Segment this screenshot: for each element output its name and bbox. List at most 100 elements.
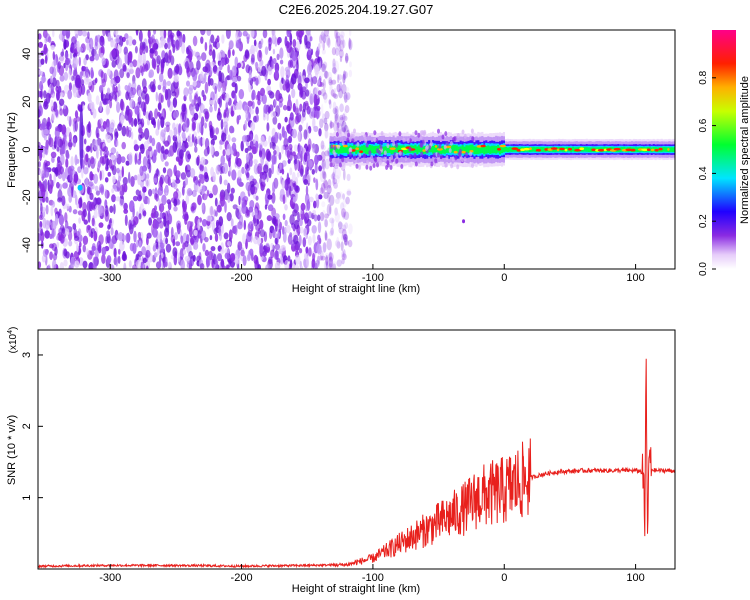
heatmap-noise-cell	[309, 93, 314, 105]
heatmap-scatter-cell	[402, 137, 406, 143]
heatmap-noise-cell	[134, 105, 140, 115]
heatmap-noise-cell	[164, 161, 169, 167]
colorbar-tick-label: 0.0	[698, 262, 709, 276]
heatmap-noise-cell	[163, 30, 167, 39]
heatmap-noise-cell	[175, 178, 181, 184]
colorbar: 0.0 0.2 0.4 0.6 0.8 Normalized spectral ampl…	[698, 30, 750, 276]
heatmap-noise-cell	[153, 58, 157, 70]
heatmap-noise-cell	[116, 101, 121, 113]
heatmap-noise-cell	[156, 141, 162, 153]
heatmap-noise-cell	[155, 220, 159, 230]
y-tick-label: 0	[21, 146, 33, 152]
heatmap-noise-cell	[167, 213, 172, 225]
heatmap-noise-cell	[247, 100, 253, 107]
heatmap-noise-cell	[185, 177, 188, 186]
heatmap-noise-cell	[319, 187, 324, 195]
heatmap-noise-cell	[172, 110, 179, 119]
heatmap-scatter-cell	[432, 152, 436, 158]
heatmap-noise-cell	[289, 259, 293, 269]
heatmap-noise-cell	[231, 127, 235, 133]
heatmap-noise-cell	[219, 174, 223, 185]
heatmap-noise-cell	[255, 77, 259, 86]
heatmap-noise-cell	[255, 106, 259, 115]
heatmap-noise-cell	[173, 254, 178, 266]
heatmap-noise-cell	[255, 140, 259, 149]
heatmap-noise-cell	[43, 101, 49, 110]
heatmap-noise-cell	[295, 30, 299, 37]
heatmap-noise-cell	[294, 243, 299, 253]
heatmap-noise-cell	[106, 107, 111, 115]
heatmap-noise-cell	[154, 108, 159, 120]
heatmap-noise-cell	[217, 81, 222, 93]
heatmap-noise-cell	[218, 61, 223, 71]
heatmap-noise-cell	[138, 213, 142, 220]
heatmap-noise-cell	[118, 175, 121, 182]
heatmap-noise-cell	[58, 214, 65, 226]
heatmap-noise-cell	[304, 102, 310, 111]
heatmap-noise-cell	[197, 155, 200, 164]
heatmap-noise-cell	[38, 108, 41, 119]
heatmap-noise-cell	[51, 242, 57, 252]
heatmap-scatter-cell	[438, 143, 442, 149]
heatmap-noise-cell	[69, 51, 73, 60]
heatmap-band-cell	[339, 145, 342, 154]
heatmap-noise-cell	[147, 119, 150, 126]
heatmap-noise-cell	[339, 81, 343, 92]
heatmap-noise-cell	[304, 77, 310, 84]
heatmap-noise-cell	[291, 171, 296, 184]
heatmap-noise-cell	[57, 197, 63, 203]
heatmap-noise-cell	[128, 171, 131, 184]
heatmap-noise-cell	[289, 214, 295, 226]
heatmap-noise-cell	[196, 60, 201, 71]
heatmap-band-cell	[434, 144, 437, 153]
heatmap-noise-cell	[100, 52, 104, 60]
heatmap-noise-cell	[321, 201, 326, 208]
heatmap-noise-cell	[113, 203, 116, 215]
heatmap-noise-cell	[248, 221, 254, 230]
heatmap-noise-cell	[241, 166, 245, 175]
heatmap-noise-cell	[84, 154, 88, 166]
heatmap-noise-cell	[201, 89, 205, 98]
heatmap-noise-cell	[318, 71, 324, 79]
heatmap-band-cell	[493, 145, 496, 154]
heatmap-noise-cell	[116, 179, 121, 192]
heatmap-noise-cell	[260, 135, 265, 146]
heatmap-peak-cell	[667, 148, 670, 151]
heatmap-noise-cell	[146, 173, 150, 180]
heatmap-noise-cell	[103, 146, 108, 152]
heatmap-band-cell	[386, 145, 389, 153]
heatmap-noise-cell	[102, 98, 108, 106]
heatmap-noise-cell	[204, 41, 208, 52]
heatmap-noise-cell	[182, 249, 187, 255]
heatmap-noise-cell	[112, 175, 116, 184]
heatmap-noise-cell	[129, 98, 135, 109]
heatmap-peak-cell	[646, 148, 651, 151]
heatmap-noise-cell	[210, 144, 214, 156]
heatmap-noise-cell	[40, 84, 44, 91]
heatmap-scatter-cell	[419, 134, 423, 140]
heatmap-peak-cell	[591, 148, 596, 152]
heatmap-band-cell	[585, 147, 588, 152]
heatmap-peak-cell	[499, 144, 507, 148]
heatmap-noise-cell	[107, 224, 111, 230]
heatmap-noise-cell	[74, 235, 80, 241]
heatmap-noise-cell	[322, 79, 326, 90]
heatmap-noise-cell	[41, 122, 47, 130]
heatmap-noise-cell	[281, 168, 285, 175]
heatmap-peak-cell	[550, 147, 558, 150]
heatmap-noise-cell	[40, 76, 47, 83]
heatmap-noise-cell	[99, 35, 105, 47]
heatmap-noise-cell	[186, 188, 193, 197]
heatmap-noise-cell	[339, 116, 345, 127]
heatmap-noise-cell	[214, 85, 217, 94]
heatmap-noise-cell	[210, 166, 215, 178]
heatmap-scatter-cell	[420, 151, 424, 157]
heatmap-noise-cell	[46, 220, 52, 226]
heatmap-noise-cell	[242, 255, 247, 267]
heatmap-noise-cell	[43, 128, 49, 135]
heatmap-noise-cell	[113, 30, 119, 36]
heatmap-noise-cell	[217, 52, 222, 61]
heatmap-noise-cell	[148, 217, 153, 226]
heatmap-noise-cell	[331, 67, 337, 74]
heatmap-noise-cell	[311, 168, 315, 175]
